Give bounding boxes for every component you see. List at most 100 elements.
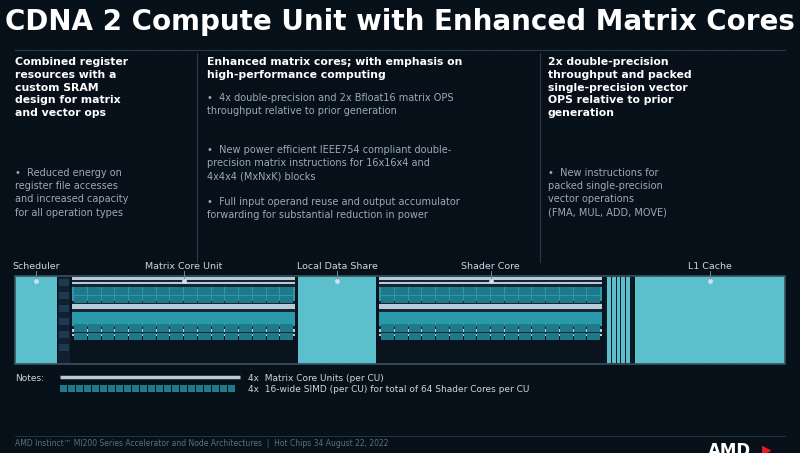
Text: AMD Instinct™ MI200 Series Accelerator and Node Architectures  |  Hot Chips 34 A: AMD Instinct™ MI200 Series Accelerator a… bbox=[15, 439, 389, 448]
Bar bbox=[184, 295, 197, 303]
Bar bbox=[605, 276, 633, 364]
Bar bbox=[560, 324, 573, 332]
Text: Notes:: Notes: bbox=[15, 374, 44, 383]
Bar bbox=[532, 324, 545, 332]
Bar bbox=[587, 295, 600, 303]
Bar bbox=[253, 324, 266, 332]
Bar bbox=[72, 304, 295, 307]
Bar bbox=[266, 333, 279, 340]
Bar bbox=[394, 333, 407, 340]
Text: Enhanced matrix cores; with emphasis on
high-performance computing: Enhanced matrix cores; with emphasis on … bbox=[207, 57, 462, 80]
Bar bbox=[58, 276, 70, 364]
Bar bbox=[394, 287, 407, 294]
Text: •  4x double-precision and 2x Bfloat16 matrix OPS
throughput relative to prior g: • 4x double-precision and 2x Bfloat16 ma… bbox=[207, 93, 454, 116]
Text: CDNA 2 Compute Unit with Enhanced Matrix Cores: CDNA 2 Compute Unit with Enhanced Matrix… bbox=[5, 8, 795, 36]
Bar bbox=[170, 287, 183, 294]
Bar bbox=[463, 295, 476, 303]
Bar bbox=[546, 287, 558, 294]
Bar bbox=[88, 295, 101, 303]
Bar bbox=[635, 276, 785, 364]
Text: Combined register
resources with a
custom SRAM
design for matrix
and vector ops: Combined register resources with a custo… bbox=[15, 57, 128, 118]
Text: Matrix Core Unit: Matrix Core Unit bbox=[145, 262, 222, 271]
Bar bbox=[436, 324, 449, 332]
Bar bbox=[409, 295, 422, 303]
Bar bbox=[102, 295, 114, 303]
Bar bbox=[491, 287, 504, 294]
Bar bbox=[463, 333, 476, 340]
Bar bbox=[74, 324, 86, 332]
Bar bbox=[505, 324, 518, 332]
Bar bbox=[72, 326, 295, 329]
Bar bbox=[379, 284, 602, 287]
Bar bbox=[505, 295, 518, 303]
Bar bbox=[607, 277, 611, 363]
Bar bbox=[436, 287, 449, 294]
Bar bbox=[491, 324, 504, 332]
Bar bbox=[587, 324, 600, 332]
Bar bbox=[253, 287, 266, 294]
Bar bbox=[379, 304, 602, 307]
Bar bbox=[478, 287, 490, 294]
Text: •  Full input operand reuse and output accumulator
forwarding for substantial re: • Full input operand reuse and output ac… bbox=[207, 197, 460, 220]
Bar bbox=[491, 333, 504, 340]
Bar bbox=[560, 287, 573, 294]
Bar bbox=[574, 333, 586, 340]
Bar bbox=[59, 318, 69, 325]
Bar bbox=[72, 301, 295, 304]
Bar bbox=[115, 287, 128, 294]
Bar bbox=[239, 324, 252, 332]
Bar bbox=[198, 295, 210, 303]
Bar bbox=[379, 280, 602, 281]
Bar bbox=[72, 332, 295, 333]
Bar bbox=[15, 276, 57, 364]
Bar bbox=[574, 295, 586, 303]
Bar bbox=[124, 385, 131, 392]
Text: AMD: AMD bbox=[708, 442, 751, 453]
Text: Local Data Share: Local Data Share bbox=[297, 262, 378, 271]
Bar bbox=[546, 333, 558, 340]
Bar bbox=[72, 281, 295, 284]
Bar bbox=[505, 333, 518, 340]
Bar bbox=[546, 295, 558, 303]
Bar bbox=[157, 287, 170, 294]
Bar bbox=[379, 326, 602, 329]
Bar bbox=[72, 319, 295, 326]
Bar bbox=[196, 385, 203, 392]
Bar bbox=[198, 333, 210, 340]
Bar bbox=[184, 333, 197, 340]
Bar bbox=[505, 287, 518, 294]
Bar bbox=[409, 333, 422, 340]
Bar bbox=[379, 312, 602, 319]
Bar bbox=[532, 287, 545, 294]
Bar bbox=[140, 385, 147, 392]
Bar bbox=[381, 287, 394, 294]
Bar bbox=[74, 333, 86, 340]
Bar bbox=[617, 277, 621, 363]
Bar bbox=[59, 292, 69, 299]
Bar bbox=[157, 333, 170, 340]
Bar bbox=[115, 295, 128, 303]
Text: 4x  Matrix Core Units (per CU): 4x Matrix Core Units (per CU) bbox=[248, 374, 384, 383]
Bar bbox=[379, 309, 602, 312]
Bar bbox=[574, 324, 586, 332]
Bar bbox=[436, 295, 449, 303]
Bar bbox=[88, 287, 101, 294]
Bar bbox=[72, 294, 295, 301]
Bar bbox=[129, 324, 142, 332]
Bar bbox=[379, 287, 602, 294]
Text: 2x double-precision
throughput and packed
single-precision vector
OPS relative t: 2x double-precision throughput and packe… bbox=[548, 57, 692, 118]
Bar bbox=[180, 385, 187, 392]
Bar bbox=[72, 277, 295, 280]
Bar bbox=[622, 277, 626, 363]
Bar bbox=[211, 287, 224, 294]
Bar bbox=[157, 324, 170, 332]
Bar bbox=[379, 281, 602, 284]
Bar bbox=[115, 324, 128, 332]
Bar bbox=[253, 333, 266, 340]
Bar bbox=[422, 287, 435, 294]
Bar bbox=[92, 385, 99, 392]
Bar bbox=[280, 287, 293, 294]
Bar bbox=[450, 324, 462, 332]
Text: Scheduler: Scheduler bbox=[12, 262, 60, 271]
Bar bbox=[129, 295, 142, 303]
